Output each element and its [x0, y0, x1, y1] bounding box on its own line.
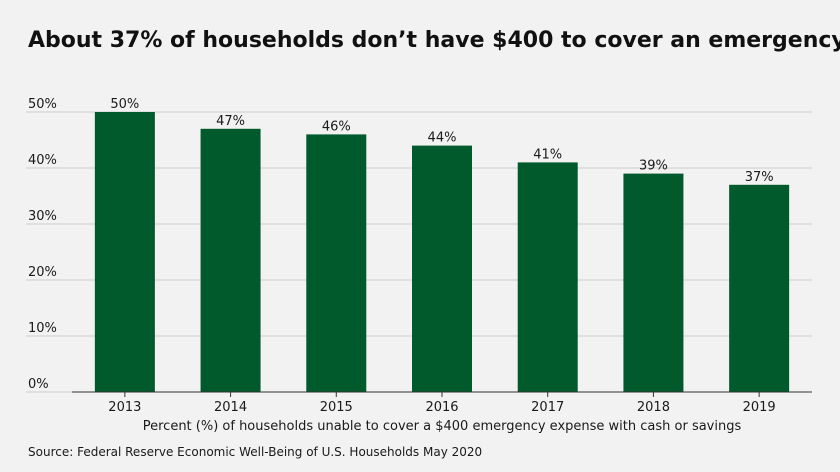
x-tick-label: 2018 [637, 400, 670, 415]
value-label: 47% [216, 114, 245, 129]
value-label: 37% [745, 170, 774, 185]
value-labels: 50% 47% 46% 44% 41% 39% 37% [110, 97, 773, 185]
x-tick-label: 2017 [531, 400, 564, 415]
x-tick-label: 2015 [320, 400, 353, 415]
bar-2015 [306, 134, 367, 392]
value-label: 50% [110, 97, 139, 112]
x-axis-label: Percent (%) of households unable to cove… [143, 419, 742, 434]
bar-2016 [412, 145, 472, 392]
x-tick-label: 2013 [108, 400, 141, 415]
value-label: 46% [322, 119, 351, 134]
x-tick-label: 2016 [425, 400, 458, 415]
value-label: 41% [533, 147, 562, 162]
chart-title: About 37% of households don’t have $400 … [28, 28, 840, 53]
bars [94, 112, 790, 393]
y-tick-label: 30% [28, 209, 57, 224]
bar-2018 [623, 173, 684, 392]
y-tick-label: 0% [28, 377, 49, 392]
y-tick-label: 20% [28, 265, 57, 280]
x-axis-ticks: 2013 2014 2015 2016 2017 2018 2019 [108, 392, 776, 415]
bar-2019 [729, 184, 790, 392]
bar-2014 [200, 128, 261, 393]
bar-2013 [94, 112, 155, 392]
value-label: 44% [428, 131, 457, 146]
source-note: Source: Federal Reserve Economic Well-Be… [28, 445, 483, 459]
bar-2017 [517, 162, 578, 392]
y-tick-label: 50% [28, 97, 57, 112]
x-tick-label: 2019 [743, 400, 776, 415]
y-tick-label: 10% [28, 321, 57, 336]
y-tick-label: 40% [28, 153, 57, 168]
y-axis-ticks: 0% 10% 20% 30% 40% 50% [28, 97, 57, 392]
value-label: 39% [639, 159, 668, 174]
x-tick-label: 2014 [214, 400, 247, 415]
